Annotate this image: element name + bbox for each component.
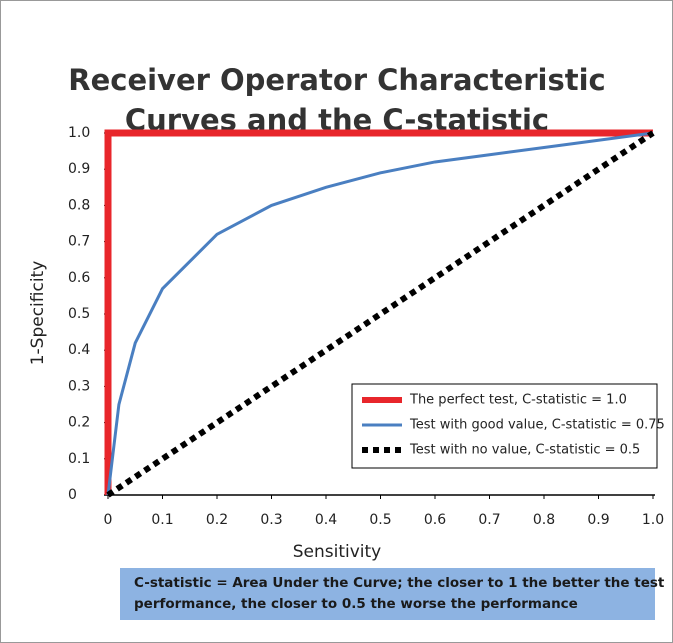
y-tick-label: 0.7 <box>68 234 90 250</box>
x-tick-label: 0.6 <box>424 512 446 528</box>
x-tick-label: 1.0 <box>642 512 664 528</box>
note-box <box>120 568 655 620</box>
chart-title: Receiver Operator Characteristic <box>68 63 606 97</box>
y-tick-label: 0 <box>68 487 77 503</box>
y-tick-label: 0.1 <box>68 451 90 467</box>
y-tick-label: 0.4 <box>68 342 90 358</box>
note-text: performance, the closer to 0.5 the worse… <box>134 596 578 612</box>
x-tick-label: 0.9 <box>587 512 609 528</box>
legend-label: Test with good value, C-statistic = 0.75 <box>409 418 665 433</box>
x-tick-label: 0.8 <box>533 512 555 528</box>
x-tick-label: 0.3 <box>260 512 282 528</box>
y-tick-label: 0.6 <box>68 270 90 286</box>
x-tick-label: 0.5 <box>369 512 391 528</box>
x-axis-label: Sensitivity <box>293 542 382 562</box>
y-tick-label: 0.5 <box>68 306 90 322</box>
legend-label: Test with no value, C-statistic = 0.5 <box>409 443 640 458</box>
legend-label: The perfect test, C-statistic = 1.0 <box>409 393 627 408</box>
y-tick-label: 0.9 <box>68 161 90 177</box>
y-tick-label: 0.3 <box>68 378 90 394</box>
y-tick-label: 0.8 <box>68 197 90 213</box>
series-line <box>106 131 654 496</box>
series-line <box>104 129 653 495</box>
legend-box <box>351 383 658 469</box>
x-tick-label: 0 <box>104 512 113 528</box>
x-tick-label: 0.4 <box>315 512 337 528</box>
y-tick-label: 0.2 <box>68 415 90 431</box>
y-axis-label: 1-Specificity <box>28 261 48 366</box>
x-tick-label: 0.7 <box>478 512 500 528</box>
x-tick-label: 0.1 <box>151 512 173 528</box>
note-text: C-statistic = Area Under the Curve; the … <box>134 575 665 591</box>
x-tick-label: 0.2 <box>206 512 228 528</box>
y-tick-label: 1.0 <box>68 125 90 141</box>
